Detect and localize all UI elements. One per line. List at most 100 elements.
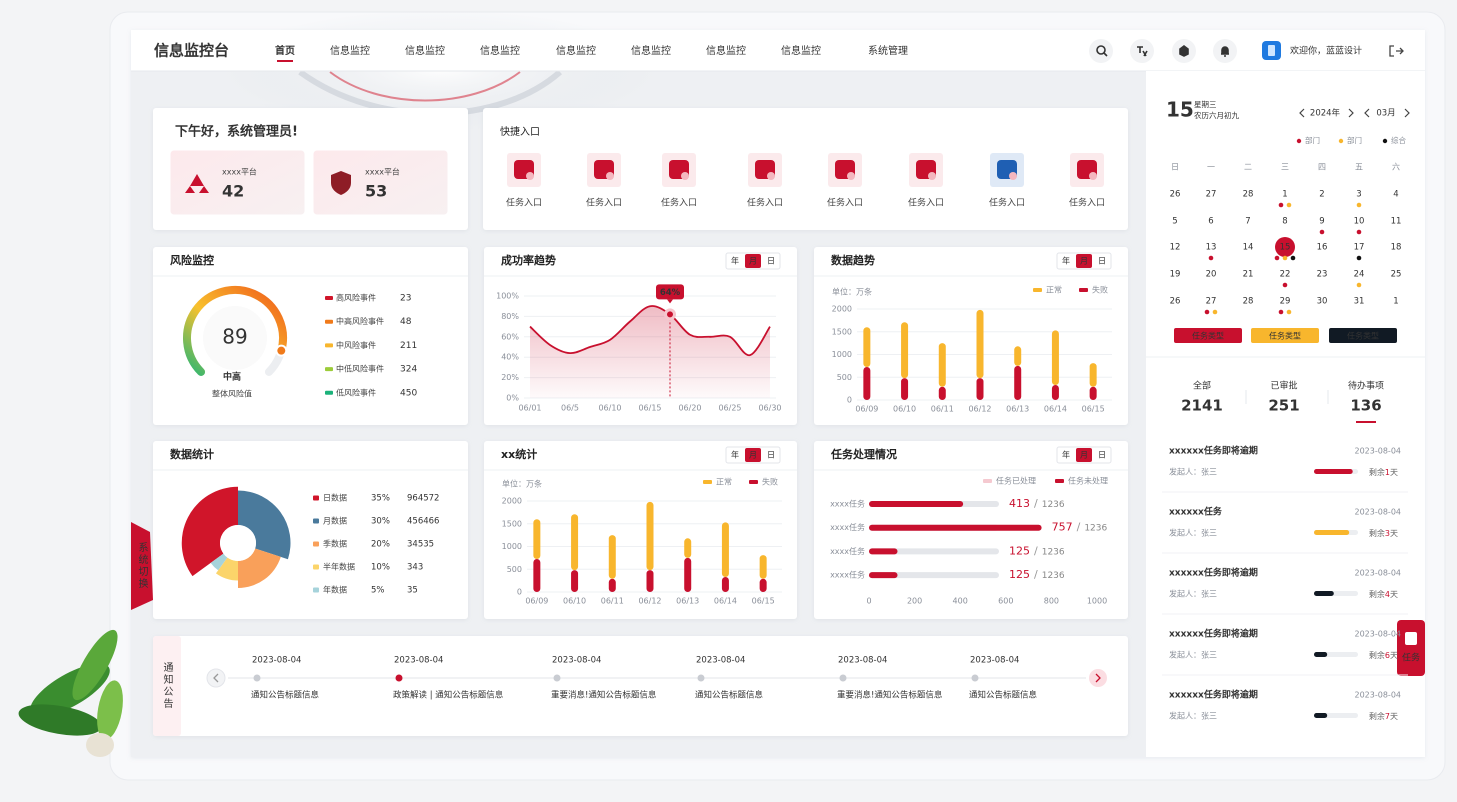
todo-title[interactable]: xxxxxx任务 xyxy=(1169,506,1223,518)
calendar-date[interactable]: 3 xyxy=(1356,190,1361,200)
bar-segment xyxy=(1089,363,1097,387)
calendar-date[interactable]: 19 xyxy=(1170,270,1181,280)
calendar-date[interactable]: 25 xyxy=(1391,270,1402,280)
tab[interactable]: 日 xyxy=(1098,451,1106,460)
tab[interactable]: 日 xyxy=(767,451,775,460)
calendar-date[interactable]: 27 xyxy=(1206,190,1217,200)
todo-title[interactable]: xxxxxx任务即将逾期 xyxy=(1169,445,1258,457)
risk-item-value: 211 xyxy=(400,341,417,351)
tab[interactable]: 年 xyxy=(1062,256,1070,266)
calendar-date[interactable]: 5 xyxy=(1172,217,1177,227)
calendar-date[interactable]: 29 xyxy=(1280,297,1291,307)
x-tick-label: 600 xyxy=(998,597,1013,606)
calendar-date[interactable]: 9 xyxy=(1319,217,1324,227)
value-label: 5% xyxy=(371,586,385,596)
calendar-date[interactable]: 31 xyxy=(1354,297,1365,307)
shortcut-label[interactable]: 任务入口 xyxy=(586,197,622,209)
risk-item-value: 48 xyxy=(400,317,412,327)
calendar-date[interactable]: 18 xyxy=(1391,243,1402,253)
remaining-suffix: 天 xyxy=(1390,529,1398,538)
calendar-date[interactable]: 1 xyxy=(1282,190,1287,200)
calendar-date[interactable]: 6 xyxy=(1208,217,1213,227)
x-tick-label: 06/15 xyxy=(1082,405,1105,414)
calendar-date[interactable]: 30 xyxy=(1317,297,1328,307)
calendar-nav-arrow[interactable] xyxy=(1348,108,1354,118)
calendar-nav-arrow[interactable] xyxy=(1299,108,1305,118)
calendar-date[interactable]: 17 xyxy=(1354,243,1365,253)
task-type-button[interactable] xyxy=(1329,328,1397,343)
shortcut-label[interactable]: 任务入口 xyxy=(827,197,863,209)
legend-label: 正常 xyxy=(1046,286,1062,295)
nav-item[interactable]: 信息监控 xyxy=(405,44,445,57)
task-type-button[interactable] xyxy=(1174,328,1242,343)
nav-item[interactable]: 信息监控 xyxy=(781,44,821,57)
calendar-date[interactable]: 16 xyxy=(1317,243,1328,253)
nav-item[interactable]: 首页 xyxy=(275,44,295,57)
event-dot xyxy=(1356,282,1362,288)
notice-text[interactable]: 重要消息!通知公告标题信息 xyxy=(837,690,943,701)
calendar-date[interactable]: 28 xyxy=(1243,190,1254,200)
shortcut-label[interactable]: 任务入口 xyxy=(1069,197,1105,209)
tab[interactable]: 年 xyxy=(731,450,739,460)
shortcut-label[interactable]: 任务入口 xyxy=(506,197,542,209)
calendar-date[interactable]: 13 xyxy=(1206,243,1217,253)
notice-text[interactable]: 通知公告标题信息 xyxy=(695,690,764,701)
x-tick-label: 400 xyxy=(953,597,968,606)
task-type-button[interactable] xyxy=(1251,328,1319,343)
calendar-date[interactable]: 12 xyxy=(1170,243,1181,253)
todo-title[interactable]: xxxxxx任务即将逾期 xyxy=(1169,628,1258,640)
tab[interactable]: 月 xyxy=(1080,257,1088,266)
tab[interactable]: 月 xyxy=(749,257,757,266)
donut-hole xyxy=(220,525,256,561)
calendar-date[interactable]: 15 xyxy=(1280,243,1291,253)
nav-item[interactable]: 信息监控 xyxy=(330,44,370,57)
calendar-date[interactable]: 26 xyxy=(1170,190,1181,200)
todo-title[interactable]: xxxxxx任务即将逾期 xyxy=(1169,567,1258,579)
calendar-date[interactable]: 1 xyxy=(1393,297,1398,307)
calendar-date[interactable]: 2 xyxy=(1319,190,1324,200)
header-icon-button[interactable] xyxy=(1089,39,1113,63)
shortcut-label[interactable]: 任务入口 xyxy=(908,197,944,209)
tab[interactable]: 日 xyxy=(767,257,775,266)
calendar-nav-arrow[interactable] xyxy=(1404,108,1410,118)
calendar-date[interactable]: 27 xyxy=(1206,297,1217,307)
todo-title[interactable]: xxxxxx任务即将逾期 xyxy=(1169,689,1258,701)
calendar-date[interactable]: 11 xyxy=(1391,217,1402,227)
tab[interactable]: 月 xyxy=(1080,451,1088,460)
calendar-date[interactable]: 23 xyxy=(1317,270,1328,280)
nav-item[interactable]: 信息监控 xyxy=(631,44,671,57)
shortcut-label[interactable]: 任务入口 xyxy=(661,197,697,209)
notice-text[interactable]: 重要消息!通知公告标题信息 xyxy=(551,690,657,701)
calendar-date[interactable]: 21 xyxy=(1243,270,1254,280)
calendar-date[interactable]: 14 xyxy=(1243,243,1254,253)
calendar-date[interactable]: 28 xyxy=(1243,297,1254,307)
calendar-date[interactable]: 24 xyxy=(1354,270,1365,280)
tab[interactable]: 年 xyxy=(1062,450,1070,460)
calendar-date[interactable]: 4 xyxy=(1393,190,1398,200)
nav-item[interactable]: 系统管理 xyxy=(868,44,908,57)
tab[interactable]: 年 xyxy=(731,256,739,266)
calendar-date[interactable]: 22 xyxy=(1280,270,1291,280)
notice-text[interactable]: 通知公告标题信息 xyxy=(969,690,1038,701)
shortcut-label[interactable]: 任务入口 xyxy=(747,197,783,209)
calendar-date[interactable]: 20 xyxy=(1206,270,1217,280)
calendar-date[interactable]: 26 xyxy=(1170,297,1181,307)
tab[interactable]: 月 xyxy=(749,451,757,460)
nav-item[interactable]: 信息监控 xyxy=(556,44,596,57)
calendar-date[interactable]: 8 xyxy=(1282,217,1287,227)
timeline-prev[interactable] xyxy=(206,668,226,688)
nav-item[interactable]: 信息监控 xyxy=(706,44,746,57)
logout-icon[interactable] xyxy=(1389,45,1404,57)
timeline-next[interactable] xyxy=(1089,669,1107,687)
header-icon-button[interactable] xyxy=(1130,39,1154,63)
notice-text[interactable]: 政策解读 | 通知公告标题信息 xyxy=(393,690,504,701)
task-float-tab[interactable] xyxy=(1397,620,1425,676)
shortcut-label[interactable]: 任务入口 xyxy=(989,197,1025,209)
calendar-date[interactable]: 10 xyxy=(1354,217,1365,227)
system-switch-tab[interactable] xyxy=(131,522,153,610)
calendar-nav-arrow[interactable] xyxy=(1364,108,1370,118)
calendar-date[interactable]: 7 xyxy=(1245,217,1250,227)
nav-item[interactable]: 信息监控 xyxy=(480,44,520,57)
notice-text[interactable]: 通知公告标题信息 xyxy=(251,690,320,701)
tab[interactable]: 日 xyxy=(1098,257,1106,266)
